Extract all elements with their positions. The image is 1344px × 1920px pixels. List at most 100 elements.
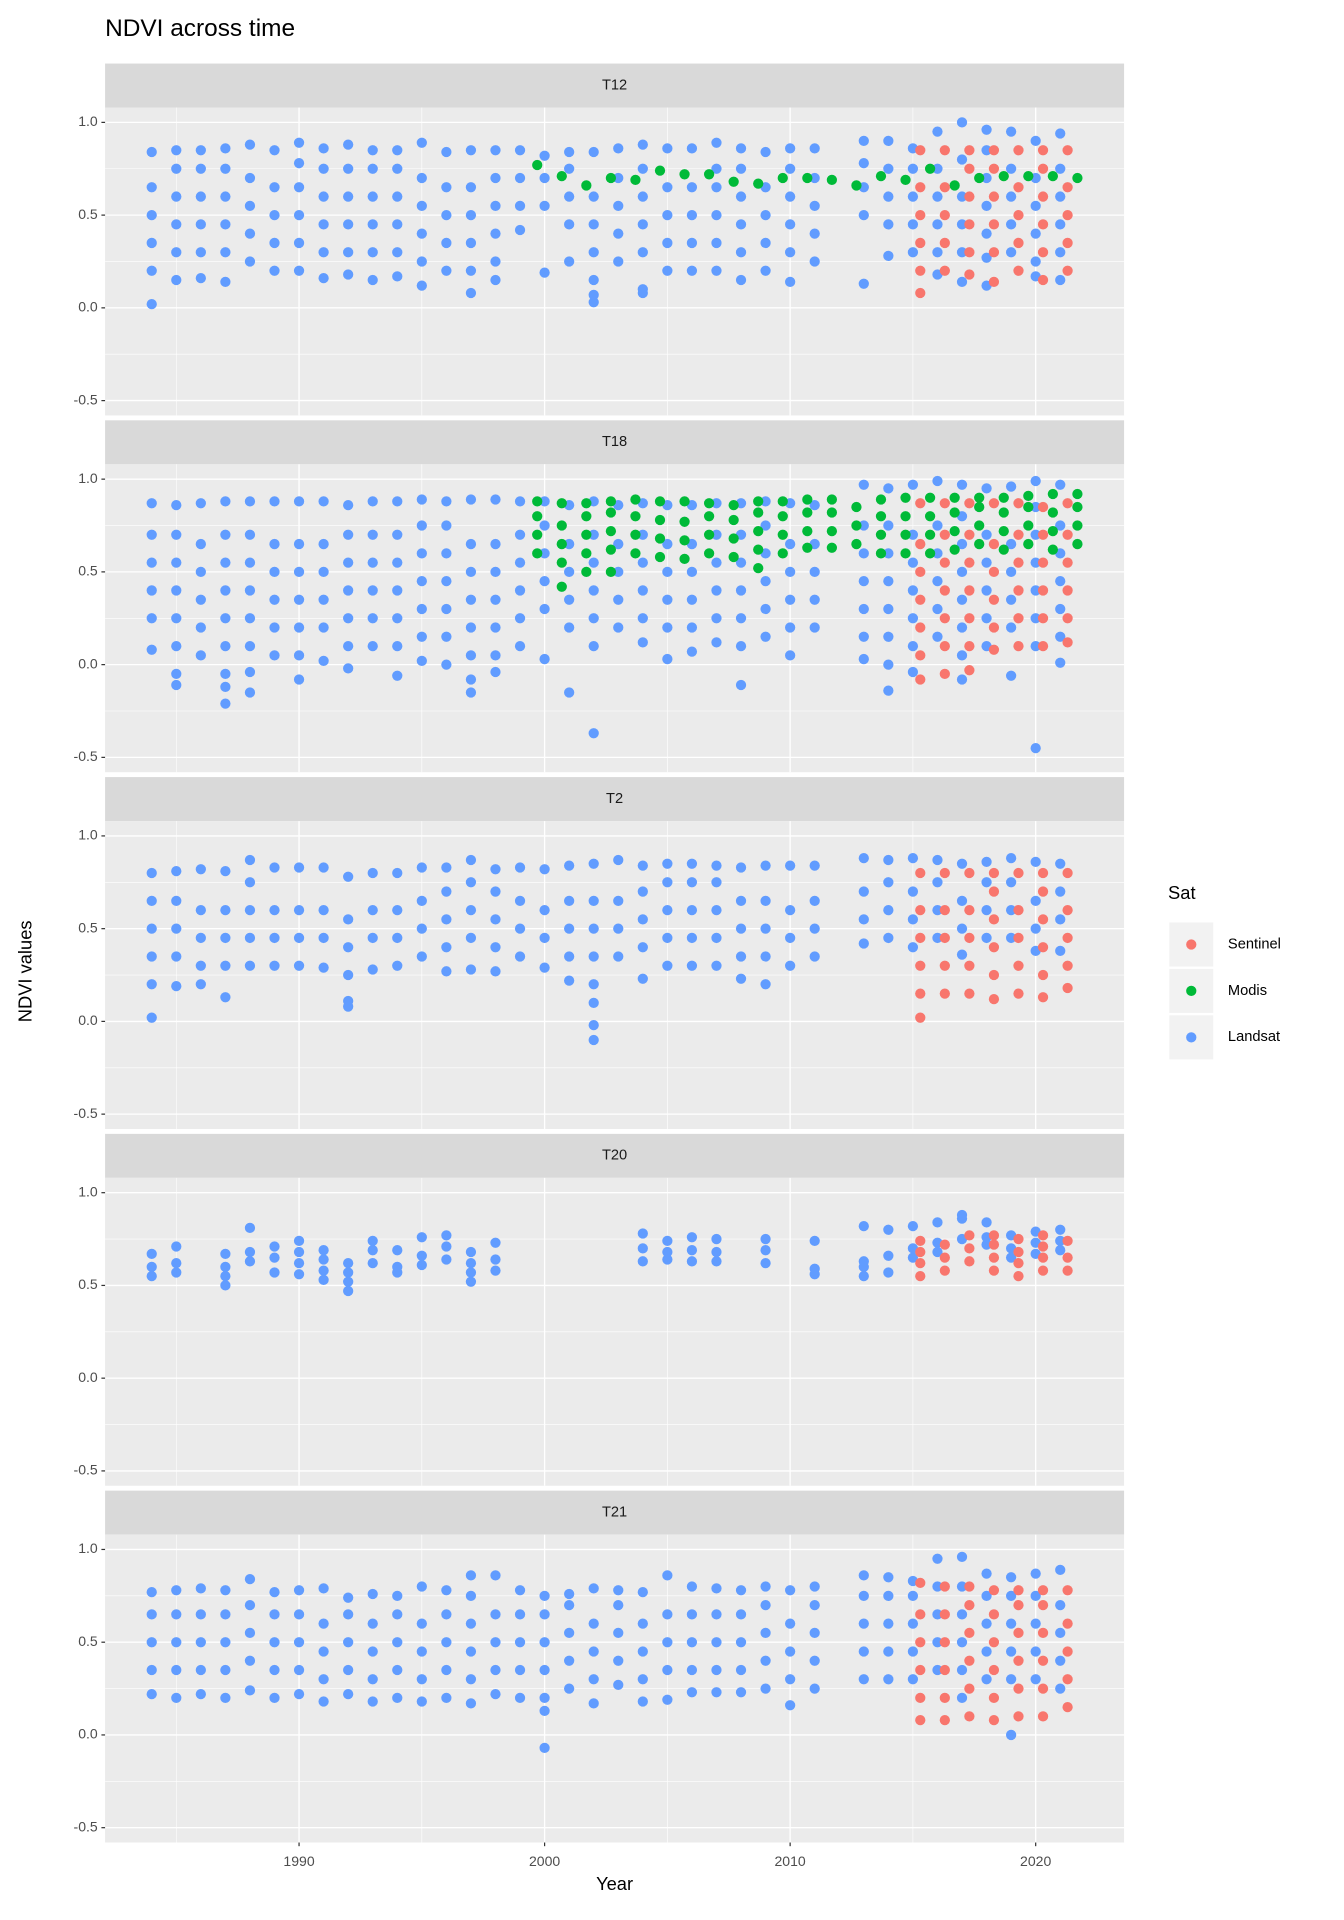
point bbox=[988, 622, 1000, 633]
point bbox=[1005, 1572, 1017, 1583]
point bbox=[293, 182, 305, 193]
point bbox=[883, 1267, 894, 1278]
point bbox=[964, 1243, 975, 1254]
point bbox=[760, 895, 771, 906]
point bbox=[1037, 529, 1049, 540]
point bbox=[637, 191, 648, 202]
point bbox=[220, 585, 231, 596]
point bbox=[293, 1609, 305, 1620]
point bbox=[949, 180, 960, 191]
point bbox=[392, 1245, 403, 1256]
point bbox=[605, 544, 617, 555]
point bbox=[809, 228, 820, 239]
point bbox=[939, 145, 950, 156]
point bbox=[809, 923, 820, 934]
point bbox=[220, 904, 231, 916]
point bbox=[392, 271, 403, 282]
legend-marker bbox=[1186, 939, 1197, 950]
point bbox=[883, 483, 894, 494]
point bbox=[244, 687, 256, 698]
point bbox=[269, 650, 280, 661]
point bbox=[220, 529, 231, 540]
point bbox=[367, 1674, 378, 1685]
point bbox=[711, 1583, 722, 1594]
point bbox=[490, 942, 501, 953]
point bbox=[1047, 507, 1058, 518]
point bbox=[514, 1637, 526, 1648]
point bbox=[637, 139, 648, 150]
y-tick-label: 0.0 bbox=[78, 1369, 98, 1385]
point bbox=[490, 1664, 501, 1676]
point bbox=[964, 1655, 975, 1666]
point bbox=[785, 566, 796, 578]
point bbox=[171, 640, 182, 652]
point bbox=[1005, 1252, 1017, 1263]
point bbox=[637, 914, 648, 925]
point bbox=[939, 209, 950, 221]
point bbox=[956, 1581, 968, 1592]
point bbox=[679, 516, 690, 527]
point bbox=[269, 145, 280, 156]
point bbox=[907, 914, 919, 925]
point bbox=[998, 171, 1009, 182]
point bbox=[981, 252, 992, 263]
point bbox=[1055, 886, 1066, 897]
point bbox=[146, 1248, 157, 1260]
point bbox=[367, 867, 378, 879]
point bbox=[728, 176, 739, 187]
point bbox=[826, 174, 838, 186]
point bbox=[760, 265, 771, 276]
point bbox=[416, 576, 427, 587]
point bbox=[988, 644, 1000, 655]
point bbox=[662, 904, 673, 916]
point bbox=[343, 871, 354, 882]
point bbox=[932, 1637, 943, 1648]
point bbox=[1013, 904, 1024, 916]
point bbox=[1062, 182, 1073, 193]
point bbox=[1005, 481, 1017, 492]
point bbox=[195, 498, 206, 509]
point bbox=[988, 145, 1000, 156]
point bbox=[613, 1599, 624, 1611]
point bbox=[686, 1687, 698, 1698]
point bbox=[588, 1646, 599, 1657]
point bbox=[343, 995, 354, 1007]
point bbox=[269, 1609, 280, 1620]
point bbox=[915, 932, 926, 944]
point bbox=[556, 498, 567, 509]
point bbox=[269, 622, 280, 633]
point bbox=[883, 163, 894, 174]
point bbox=[269, 1267, 280, 1278]
point bbox=[532, 548, 543, 559]
point bbox=[711, 237, 722, 249]
point bbox=[809, 1683, 820, 1694]
point bbox=[588, 289, 599, 301]
point bbox=[514, 923, 526, 934]
point bbox=[392, 932, 403, 944]
y-tick-label: 1.0 bbox=[78, 470, 98, 486]
point bbox=[490, 538, 501, 550]
point bbox=[711, 498, 722, 509]
point bbox=[1030, 1618, 1041, 1629]
point bbox=[932, 1246, 943, 1258]
y-tick-label: 0.0 bbox=[78, 1726, 98, 1742]
point bbox=[735, 640, 747, 652]
point bbox=[939, 904, 950, 916]
point bbox=[1037, 1252, 1049, 1263]
legend-title: Sat bbox=[1168, 882, 1196, 903]
point bbox=[588, 951, 599, 962]
point bbox=[293, 622, 305, 633]
point bbox=[703, 511, 715, 522]
point bbox=[851, 501, 862, 513]
point bbox=[637, 637, 648, 648]
point bbox=[171, 247, 182, 258]
point bbox=[514, 557, 526, 568]
point bbox=[735, 1687, 747, 1698]
point bbox=[539, 864, 550, 875]
point bbox=[367, 1258, 378, 1269]
point bbox=[760, 209, 771, 221]
point bbox=[244, 613, 256, 624]
point bbox=[1037, 886, 1049, 897]
point bbox=[964, 1711, 975, 1722]
point bbox=[532, 529, 543, 540]
